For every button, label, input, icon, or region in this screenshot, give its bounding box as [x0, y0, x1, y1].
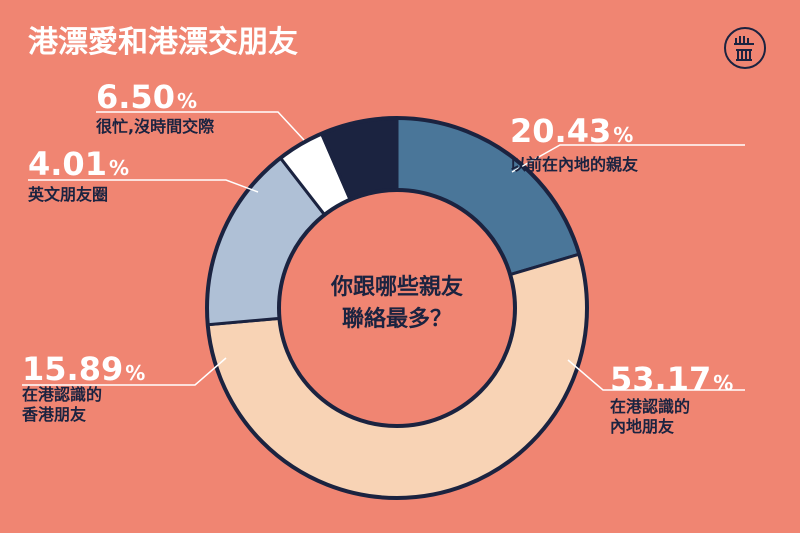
slice-value-5: 6.50% [96, 78, 197, 116]
initium-media-logo [724, 27, 766, 69]
callout-line-3 [22, 357, 227, 386]
callout-line-2 [567, 359, 745, 391]
callout-line-5 [96, 111, 305, 141]
slice-value-3: 15.89% [22, 350, 145, 388]
center-label-line: 你跟哪些親友 [330, 275, 463, 300]
callout-line-1 [511, 144, 745, 173]
callout-lines [22, 111, 745, 391]
slice-label-3: 香港朋友 [21, 405, 87, 424]
slice-label-2: 內地朋友 [610, 417, 675, 436]
slice-label-4: 英文朋友圈 [27, 185, 108, 204]
slice-value-2: 53.17% [610, 360, 733, 398]
chart-title: 港漂愛和港漂交朋友 [28, 25, 298, 60]
slice-label-5: 很忙,沒時間交際 [96, 117, 215, 136]
slice-label-3: 在港認識的 [22, 385, 102, 404]
center-label-line: 聯絡最多？ [342, 306, 452, 332]
slice-label-1: 以前在內地的親友 [510, 155, 639, 174]
percent-sign: % [613, 123, 633, 147]
percent-sign: % [177, 89, 197, 113]
slice-label-2: 在港認識的 [610, 397, 690, 416]
donut-slices [205, 116, 589, 500]
slice-value-4: 4.01% [28, 145, 129, 183]
percent-sign: % [125, 361, 145, 385]
percent-sign: % [713, 371, 733, 395]
percent-sign: % [109, 156, 129, 180]
donut-inner-ring [277, 188, 517, 428]
donut-outer-ring [205, 116, 589, 500]
callout-line-4 [28, 179, 259, 193]
slice-value-1: 20.43% [510, 112, 633, 150]
